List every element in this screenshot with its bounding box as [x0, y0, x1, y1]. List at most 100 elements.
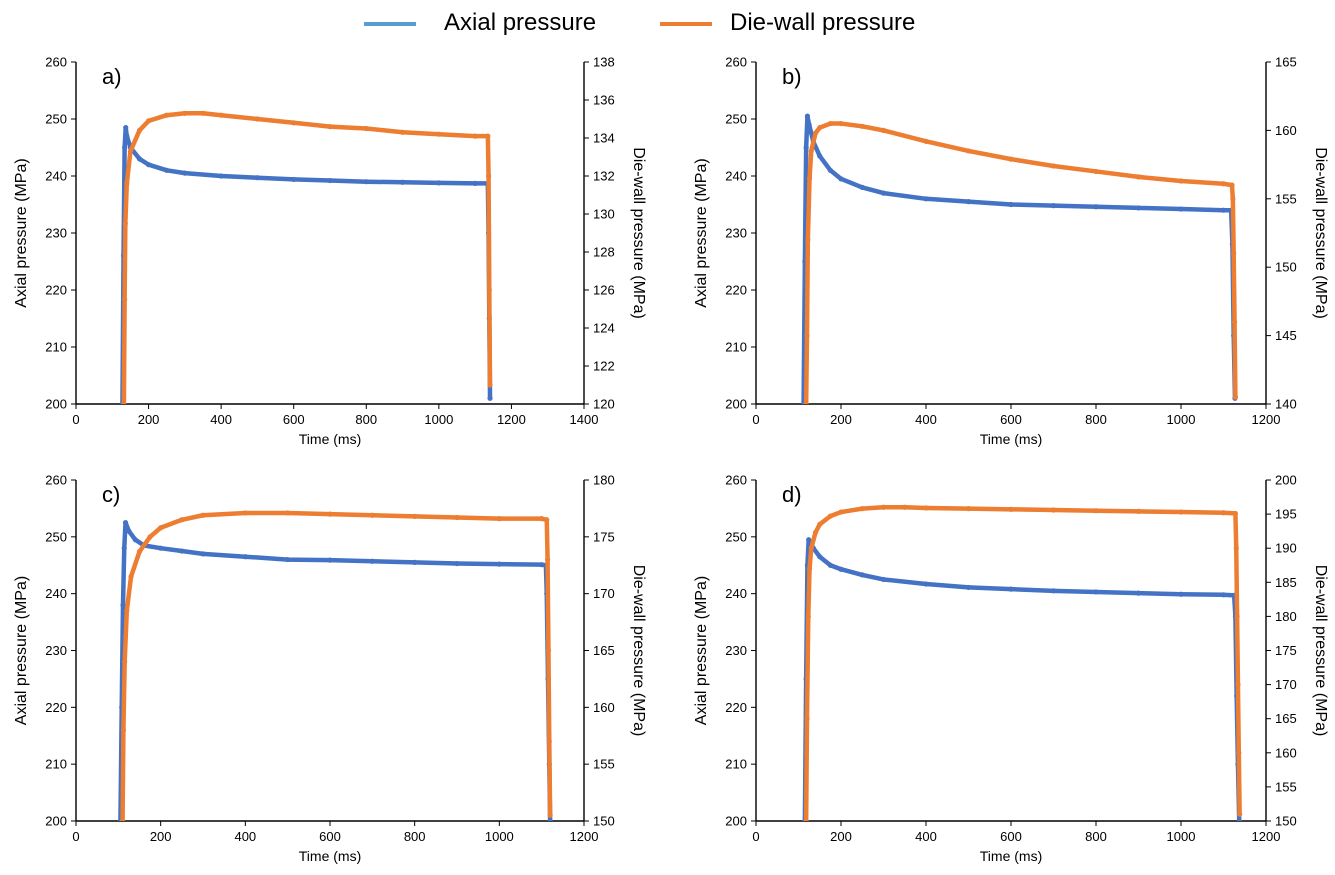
data-point [923, 196, 929, 202]
data-point [827, 167, 833, 173]
y-tick-label: 240 [725, 169, 747, 184]
data-point [965, 584, 972, 591]
x-tick-label: 1200 [570, 829, 599, 844]
data-point [1093, 589, 1099, 595]
x-tick-label: 200 [138, 412, 160, 427]
y2-axis-title: Die-wall pressure (MPa) [630, 565, 647, 737]
y-tick-label: 250 [45, 529, 67, 544]
y2-tick-label: 160 [1275, 123, 1297, 138]
y2-tick-label: 165 [593, 643, 615, 658]
data-point [327, 557, 333, 563]
data-point [923, 505, 929, 511]
data-point [472, 180, 478, 187]
y2-tick-label: 155 [593, 757, 615, 772]
x-tick-label: 600 [319, 829, 341, 844]
data-point [539, 562, 545, 568]
y-tick-label: 200 [45, 397, 67, 412]
diewall-series [121, 110, 493, 404]
y-tick-label: 220 [45, 283, 67, 298]
data-point [399, 129, 406, 135]
data-point [1050, 163, 1057, 169]
data-point [363, 125, 369, 132]
data-point [1008, 201, 1014, 208]
x-axis-title: Time (ms) [980, 431, 1042, 447]
y2-tick-label: 122 [593, 359, 615, 374]
data-point [817, 554, 823, 560]
y-tick-label: 240 [45, 586, 67, 601]
y2-tick-label: 138 [593, 55, 615, 70]
x-tick-label: 0 [72, 829, 79, 844]
data-point [539, 516, 545, 522]
data-point [182, 110, 188, 116]
y-tick-label: 260 [45, 473, 67, 488]
data-point [1178, 509, 1184, 515]
panel-label: c) [102, 482, 120, 507]
data-point [923, 138, 929, 144]
diewall-series [803, 120, 1238, 404]
data-point [218, 112, 224, 118]
y2-tick-label: 160 [1275, 745, 1297, 760]
data-point [923, 581, 929, 587]
chart-panel-c: 0 200 400 600 800 1000 1200 200 210 220 230 240 250 2… [13, 473, 647, 865]
y2-tick-label: 155 [1275, 779, 1297, 794]
y-tick-label: 240 [725, 586, 747, 601]
data-point [1220, 592, 1227, 598]
data-point [121, 545, 127, 551]
data-point [179, 517, 185, 523]
data-point [1093, 204, 1099, 210]
y-tick-label: 260 [725, 55, 747, 70]
data-point [806, 566, 813, 572]
x-tick-label: 0 [72, 412, 79, 427]
data-point [485, 173, 492, 179]
data-point [804, 113, 811, 119]
x-tick-label: 0 [752, 412, 759, 427]
data-point [1229, 182, 1235, 188]
x-tick-label: 1000 [1167, 412, 1196, 427]
data-point [1178, 591, 1184, 597]
y-tick-label: 200 [725, 397, 747, 412]
data-point [803, 401, 809, 404]
data-point [182, 170, 188, 176]
data-point [127, 148, 134, 154]
series-line [803, 505, 1242, 821]
data-point [812, 130, 819, 136]
data-point [1050, 588, 1057, 594]
y-axis-title: Axial pressure (MPa) [693, 158, 710, 307]
x-tick-label: 800 [1085, 829, 1107, 844]
data-point [805, 237, 811, 243]
axial-series [802, 537, 1242, 821]
data-point [880, 190, 887, 196]
data-point [544, 517, 550, 523]
y2-tick-label: 140 [1275, 397, 1297, 412]
legend-label-axial: Axial pressure [444, 9, 597, 36]
data-point [291, 120, 297, 126]
y-tick-label: 240 [45, 169, 67, 184]
y-tick-label: 210 [725, 340, 747, 355]
data-point [1220, 181, 1227, 187]
y2-tick-label: 150 [1275, 814, 1297, 829]
data-point [838, 566, 844, 572]
y-tick-label: 250 [725, 112, 747, 127]
data-point [965, 148, 972, 154]
data-point [285, 556, 291, 563]
data-point [242, 510, 248, 516]
data-point [859, 184, 865, 190]
data-point [158, 525, 164, 531]
y-tick-label: 260 [725, 473, 747, 488]
axial-series [119, 124, 493, 404]
y-tick-label: 230 [45, 226, 67, 241]
y-axis-title: Axial pressure (MPa) [693, 576, 710, 725]
data-point [817, 125, 823, 131]
data-point [124, 181, 130, 187]
data-point [806, 122, 812, 128]
diewall-series [119, 510, 553, 821]
data-point [965, 506, 972, 512]
data-point [1230, 196, 1236, 202]
data-point [859, 572, 865, 578]
data-point [803, 144, 809, 151]
data-point [804, 333, 810, 339]
data-point [806, 175, 813, 181]
y2-tick-label: 150 [1275, 260, 1297, 275]
y2-axis-title: Die-wall pressure (MPa) [1312, 147, 1329, 319]
y-tick-label: 200 [45, 814, 67, 829]
